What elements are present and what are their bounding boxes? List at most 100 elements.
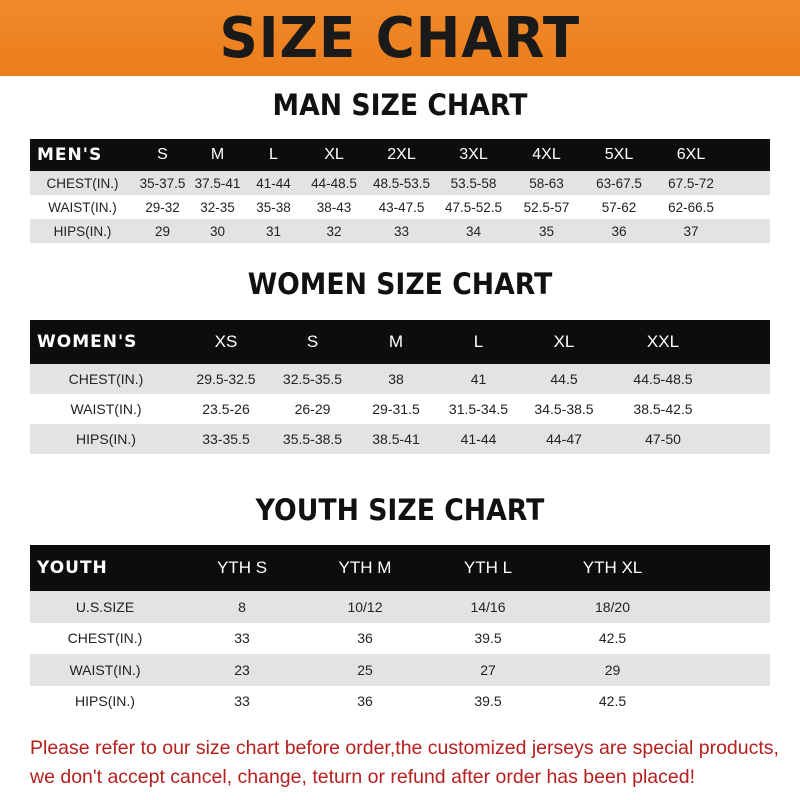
table-cell: 38.5-41 (372, 431, 420, 447)
size-heading: YTH L (463, 558, 513, 577)
table-cell: 48.5-53.5 (372, 175, 431, 191)
table-cell: 47-50 (645, 431, 681, 447)
table-cell: 29 (154, 223, 171, 239)
women-size-table: WOMEN'S XS S M L XL XXL CHEST(IN.) 29.5-32.5 32.5… (30, 320, 770, 454)
table-row: HIPS(IN.) 33-35.5 35.5-38.5 38.5-41 41-44 44-… (30, 424, 770, 454)
size-heading: YTH XL (582, 558, 643, 577)
row-label: HIPS(IN.) (53, 223, 112, 239)
table-cell: 47.5-52.5 (444, 199, 503, 215)
table-cell: 33-35.5 (202, 431, 250, 447)
table-cell: 31 (265, 223, 282, 239)
table-row: HIPS(IN.) 29 30 31 32 33 34 35 36 37 (30, 219, 770, 243)
table-cell: 36 (357, 693, 373, 710)
table-cell: 44.5-48.5 (633, 371, 693, 387)
table-cell: 29-32 (145, 199, 180, 215)
table-cell: 34 (465, 223, 482, 239)
youth-size-table: YOUTH YTH S YTH M YTH L YTH XL U.S.SIZE 8 10/12… (30, 545, 770, 717)
table-row: U.S.SIZE 8 10/12 14/16 18/20 (30, 591, 770, 623)
table-cell: 36 (611, 223, 627, 239)
table-cell: 63-67.5 (596, 175, 642, 191)
men-size-table: MEN'S S M L XL 2XL 3XL 4XL 5XL 6XL CHEST(IN.) 35-37… (30, 139, 770, 243)
table-cell: 29 (604, 661, 621, 678)
table-cell: 32.5-35.5 (282, 371, 343, 387)
size-heading: XL (324, 146, 344, 163)
size-heading: YTH M (338, 558, 392, 577)
table-cell: 8 (238, 598, 246, 615)
table-cell: 35.5-38.5 (282, 431, 343, 447)
row-label: HIPS(IN.) (75, 693, 135, 710)
table-cell: 26-29 (294, 401, 331, 417)
table-heading: MEN'S (37, 145, 103, 165)
row-label: HIPS(IN.) (76, 431, 136, 447)
table-cell: 36 (357, 630, 373, 647)
row-label: WAIST(IN.) (70, 401, 142, 417)
table-cell: 39.5 (474, 630, 502, 647)
table-cell: 32-35 (200, 199, 235, 215)
row-label: CHEST(IN.) (46, 175, 119, 191)
table-cell: 31.5-34.5 (448, 401, 509, 417)
table-cell: 32 (326, 223, 342, 239)
header-row: YOUTH YTH S YTH M YTH L YTH XL (30, 545, 770, 591)
row-label: CHEST(IN.) (67, 630, 143, 647)
table-cell: 53.5-58 (450, 175, 497, 191)
table-cell: 41 (470, 371, 487, 387)
table-cell: 33 (234, 630, 250, 647)
table-cell: 33 (234, 693, 250, 710)
size-heading: S (306, 332, 319, 351)
table-cell: 23.5-26 (202, 401, 250, 417)
banner: SIZE CHART (0, 0, 800, 76)
table-cell: 14/16 (470, 598, 506, 615)
table-cell: 67.5-72 (668, 175, 714, 191)
row-label: WAIST(IN.) (69, 661, 141, 678)
table-cell: 35 (538, 223, 555, 239)
notice: Please refer to our size chart before or… (30, 734, 790, 792)
table-cell: 41-44 (256, 175, 291, 191)
size-heading: S (157, 146, 168, 163)
table-heading: YOUTH (37, 558, 108, 578)
row-label: WAIST(IN.) (48, 199, 117, 215)
table-cell: 10/12 (347, 598, 383, 615)
table-cell: 58-63 (529, 175, 564, 191)
table-cell: 38-43 (316, 199, 352, 215)
row-label: U.S.SIZE (75, 598, 135, 615)
size-heading: 6XL (676, 146, 706, 163)
table-row: WAIST(IN.) 23 25 27 29 (30, 654, 770, 686)
size-heading: XS (214, 332, 238, 351)
men-title: MAN SIZE CHART (272, 88, 528, 122)
banner-title: SIZE CHART (219, 5, 581, 71)
table-cell: 25 (357, 661, 373, 678)
table-row: CHEST(IN.) 35-37.5 37.5-41 41-44 44-48.5 48.5… (30, 171, 770, 195)
table-cell: 29-31.5 (372, 401, 420, 417)
table-cell: 18/20 (594, 598, 631, 615)
size-heading: 3XL (459, 146, 488, 163)
youth-title: YOUTH SIZE CHART (255, 493, 545, 527)
size-heading: YTH S (216, 558, 268, 577)
table-cell: 41-44 (460, 431, 497, 447)
table-cell: 44-47 (546, 431, 582, 447)
table-cell: 44-48.5 (311, 175, 357, 191)
table-cell: 57-62 (601, 199, 637, 215)
size-heading: M (210, 146, 225, 163)
table-cell: 35-37.5 (139, 175, 186, 191)
table-row: WAIST(IN.) 29-32 32-35 35-38 38-43 43-47.5 47.… (30, 195, 770, 219)
size-heading: XL (553, 332, 575, 351)
table-row: CHEST(IN.) 33 36 39.5 42.5 (30, 623, 770, 655)
table-cell: 38 (388, 371, 404, 387)
size-heading: L (269, 146, 278, 163)
size-heading: 2XL (387, 146, 416, 163)
women-title: WOMEN SIZE CHART (247, 267, 553, 301)
table-row: HIPS(IN.) 33 36 39.5 42.5 (30, 686, 770, 718)
table-cell: 34.5-38.5 (534, 401, 594, 417)
table-cell: 52.5-57 (523, 199, 570, 215)
size-heading: L (473, 332, 484, 351)
table-cell: 39.5 (474, 693, 502, 710)
table-cell: 37.5-41 (194, 175, 241, 191)
table-row: WAIST(IN.) 23.5-26 26-29 29-31.5 31.5-34.5 34… (30, 394, 770, 424)
notice-line: we don't accept cancel, change, teturn o… (30, 766, 695, 788)
size-heading: M (388, 332, 404, 351)
table-cell: 35-38 (256, 199, 291, 215)
table-cell: 29.5-32.5 (196, 371, 256, 387)
table-cell: 37 (683, 223, 699, 239)
table-cell: 33 (393, 223, 410, 239)
size-heading: 5XL (604, 146, 634, 163)
